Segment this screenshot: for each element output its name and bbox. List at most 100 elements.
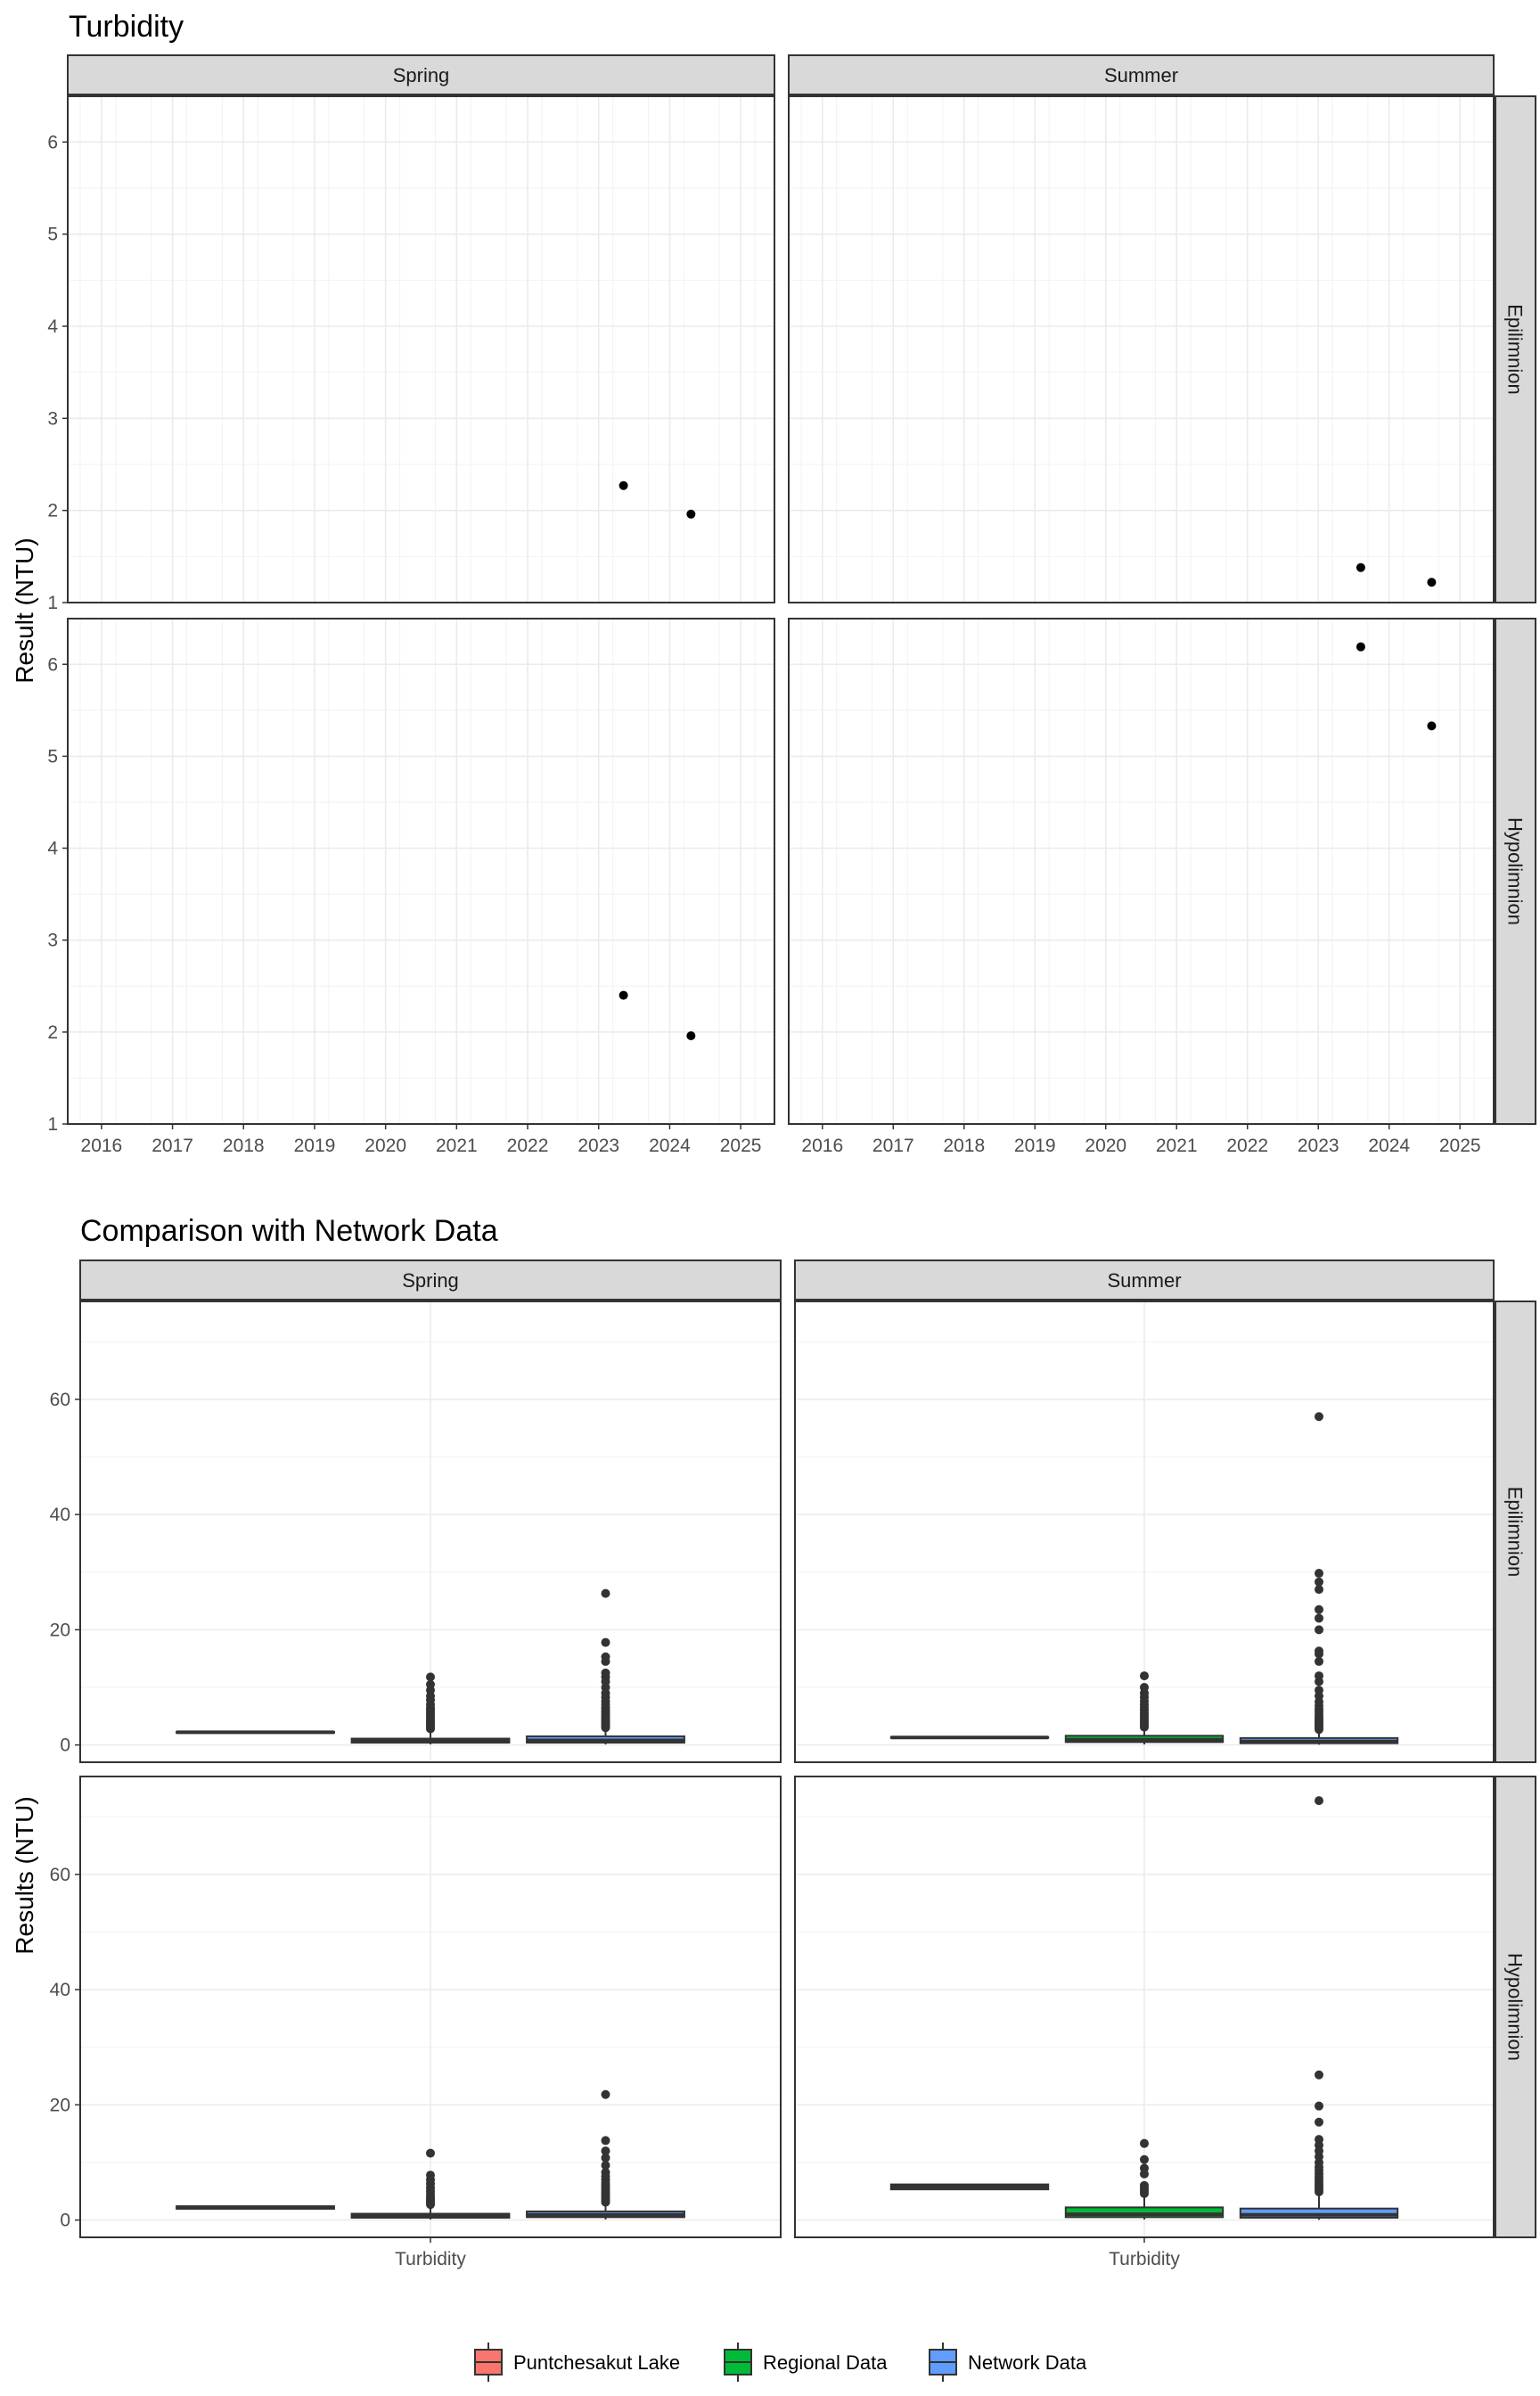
x-tick-label: 2024 — [1368, 1136, 1410, 1156]
y-tick-label: 4 — [47, 316, 58, 337]
y-tick-label: 3 — [47, 408, 58, 429]
x-tick-label: 2020 — [365, 1136, 406, 1156]
outlier-point — [1315, 1569, 1323, 1579]
y-tick-label: 20 — [50, 1620, 70, 1640]
panel-spring-epilimnion — [79, 1301, 782, 1763]
boxplot-regional-data — [350, 1672, 511, 1744]
data-point — [1356, 642, 1365, 652]
y-tick-label: 1 — [47, 593, 58, 613]
outlier-point — [1315, 1796, 1323, 1806]
y-tick-label: 60 — [50, 1865, 70, 1885]
outlier-point — [601, 2136, 610, 2146]
panel-background — [789, 96, 1494, 603]
y-tick-label: 4 — [47, 839, 58, 859]
panel-background — [68, 96, 774, 603]
legend-label: Regional Data — [763, 2351, 888, 2374]
x-tick-label: 2017 — [872, 1136, 914, 1156]
box-iqr — [1064, 2206, 1225, 2219]
x-tick-label: 2025 — [1439, 1136, 1481, 1156]
boxplot-regional-data — [1064, 1671, 1225, 1744]
data-point — [1356, 562, 1365, 572]
y-tick-label: 1 — [47, 1114, 58, 1135]
turbidity-y-axis-title: Result (NTU) — [11, 537, 38, 683]
y-tick-label: 40 — [50, 1505, 70, 1525]
boxplot-puntchesakut-lake — [176, 1730, 335, 1735]
outlier-point — [1315, 1625, 1323, 1635]
legend-item-network-data: Network Data — [929, 2343, 1087, 2382]
y-tick-label: 40 — [50, 1980, 70, 2000]
y-tick-label: 6 — [47, 654, 58, 675]
panel-border — [794, 1301, 1495, 1763]
outlier-point — [1315, 2101, 1323, 2111]
facet-strip-summer: Summer — [1107, 1269, 1181, 1292]
x-tick-label: 2021 — [436, 1136, 478, 1156]
panel-border — [788, 95, 1495, 603]
facet-strip-spring: Spring — [393, 64, 450, 86]
facet-strip-hypolimnion: Hypolimnion — [1504, 817, 1527, 925]
outlier-point — [1140, 2163, 1149, 2173]
legend-item-regional-data: Regional Data — [724, 2343, 888, 2382]
outlier-point — [601, 2161, 610, 2170]
x-tick-label: 2021 — [1156, 1136, 1198, 1156]
x-tick-label: 2023 — [578, 1136, 619, 1156]
x-tick-label: 2022 — [1226, 1136, 1268, 1156]
outlier-point — [426, 1679, 435, 1689]
y-tick-label: 0 — [60, 2211, 70, 2231]
boxplot-network-data — [1239, 1412, 1399, 1745]
strip-bg-summer — [788, 54, 1495, 95]
strip-bg-spring — [67, 54, 775, 95]
y-tick-label: 0 — [60, 1735, 70, 1756]
turbidity-scatter-facets: Spring Summer Epilimnion Hypolimnion 1 2 3 4 5 6 1… — [47, 54, 1536, 1156]
x-tick-label: 2019 — [1014, 1136, 1056, 1156]
legend-item-puntchesakut-lake: Puntchesakut Lake — [474, 2343, 680, 2382]
outlier-point — [1315, 1604, 1323, 1614]
y-tick-label: 3 — [47, 931, 58, 951]
boxplot-network-data — [1239, 1796, 1399, 2220]
outlier-point — [1315, 1412, 1323, 1422]
strip-bg-spring — [79, 1260, 782, 1301]
x-tick-label: 2025 — [720, 1136, 762, 1156]
facet-strip-spring: Spring — [402, 1269, 459, 1292]
x-tick-label: 2017 — [152, 1136, 193, 1156]
facet-strip-summer: Summer — [1104, 64, 1178, 86]
strip-bg-summer — [794, 1260, 1495, 1301]
outlier-point — [1140, 2180, 1149, 2190]
panel-spring-epilimnion — [67, 95, 775, 603]
x-tick-label: Turbidity — [1109, 2249, 1180, 2269]
x-tick-label: 2023 — [1298, 1136, 1339, 1156]
turbidity-chart-title: Turbidity — [69, 10, 184, 44]
strip-bg-epilimnion — [1495, 1301, 1536, 1763]
panel-background — [789, 619, 1494, 1124]
x-tick-label: 2024 — [649, 1136, 691, 1156]
y-tick-label: 5 — [47, 225, 58, 245]
data-point — [686, 509, 696, 519]
boxplot-regional-data — [1064, 2138, 1225, 2220]
x-tick-label: 2022 — [507, 1136, 549, 1156]
comparison-boxplot-facets: Spring Summer Epilimnion Hypolimnion 0 20 40 60… — [50, 1260, 1536, 2269]
data-point — [618, 990, 628, 1000]
facet-strip-epilimnion: Epilimnion — [1504, 1487, 1527, 1578]
x-tick-label: 2019 — [294, 1136, 336, 1156]
outlier-point — [601, 1668, 610, 1678]
panel-background — [68, 619, 774, 1124]
x-tick-label: Turbidity — [395, 2249, 466, 2269]
comparison-chart-title: Comparison with Network Data — [80, 1214, 498, 1248]
x-tick-label: 2016 — [801, 1136, 843, 1156]
comparison-y-axis-title: Results (NTU) — [11, 1796, 38, 1954]
y-tick-label: 6 — [47, 132, 58, 152]
boxplot-puntchesakut-lake — [889, 2183, 1050, 2191]
legend: Puntchesakut Lake Regional Data Network Da… — [474, 2343, 1087, 2382]
y-tick-label: 5 — [47, 746, 58, 767]
panel-summer-epilimnion — [794, 1301, 1495, 1763]
data-point — [686, 1030, 696, 1040]
panel-summer-hypolimnion — [788, 618, 1495, 1125]
panel-border — [67, 95, 775, 603]
boxplot-network-data — [526, 1588, 685, 1744]
panel-summer-hypolimnion — [794, 1776, 1495, 2238]
outlier-point — [601, 2167, 610, 2177]
x-tick-label: 2018 — [223, 1136, 265, 1156]
outlier-point — [1315, 2070, 1323, 2080]
boxplot-regional-data — [350, 2148, 511, 2220]
panel-spring-hypolimnion — [67, 618, 775, 1125]
